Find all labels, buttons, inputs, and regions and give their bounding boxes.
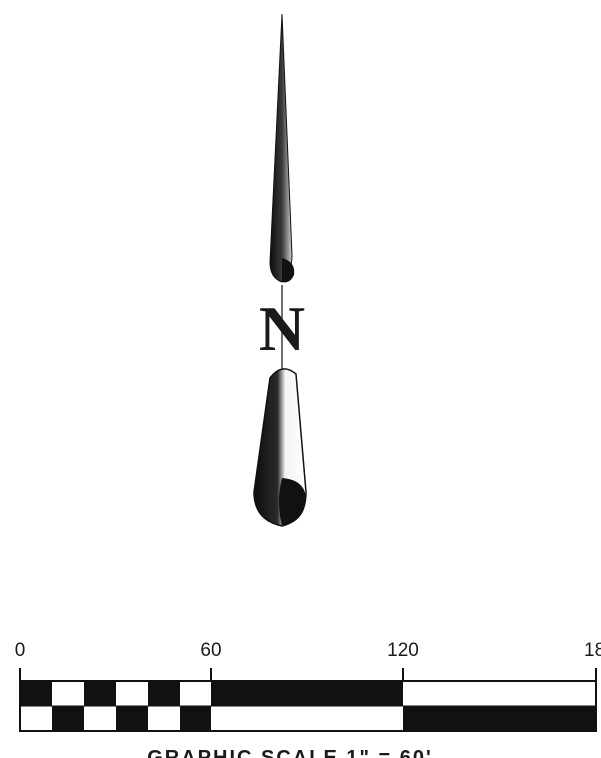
scale-tick-label-60: 60 (200, 640, 221, 661)
north-letter: N (259, 293, 305, 364)
scale-cell (52, 706, 84, 731)
graphic-scale: 0 60 120 180 GRAPHIC SCALE 1" = 60' (15, 640, 601, 758)
scale-segment (211, 681, 403, 706)
scale-cell (84, 681, 116, 706)
north-arrow: N (253, 13, 307, 527)
scale-caption: GRAPHIC SCALE 1" = 60' (147, 747, 433, 758)
scale-cell (20, 681, 52, 706)
scale-cell (180, 706, 211, 731)
scale-tick-label-0: 0 (15, 640, 26, 661)
scale-cell (148, 681, 180, 706)
scale-segment (403, 706, 596, 731)
north-arrow-curl (282, 258, 295, 283)
north-arrow-tail-curl (279, 478, 306, 526)
scale-tick-label-180: 180 (584, 640, 601, 661)
scale-cell (116, 706, 148, 731)
north-arrow-icon (269, 13, 293, 283)
scale-tick-label-120: 120 (387, 640, 419, 661)
